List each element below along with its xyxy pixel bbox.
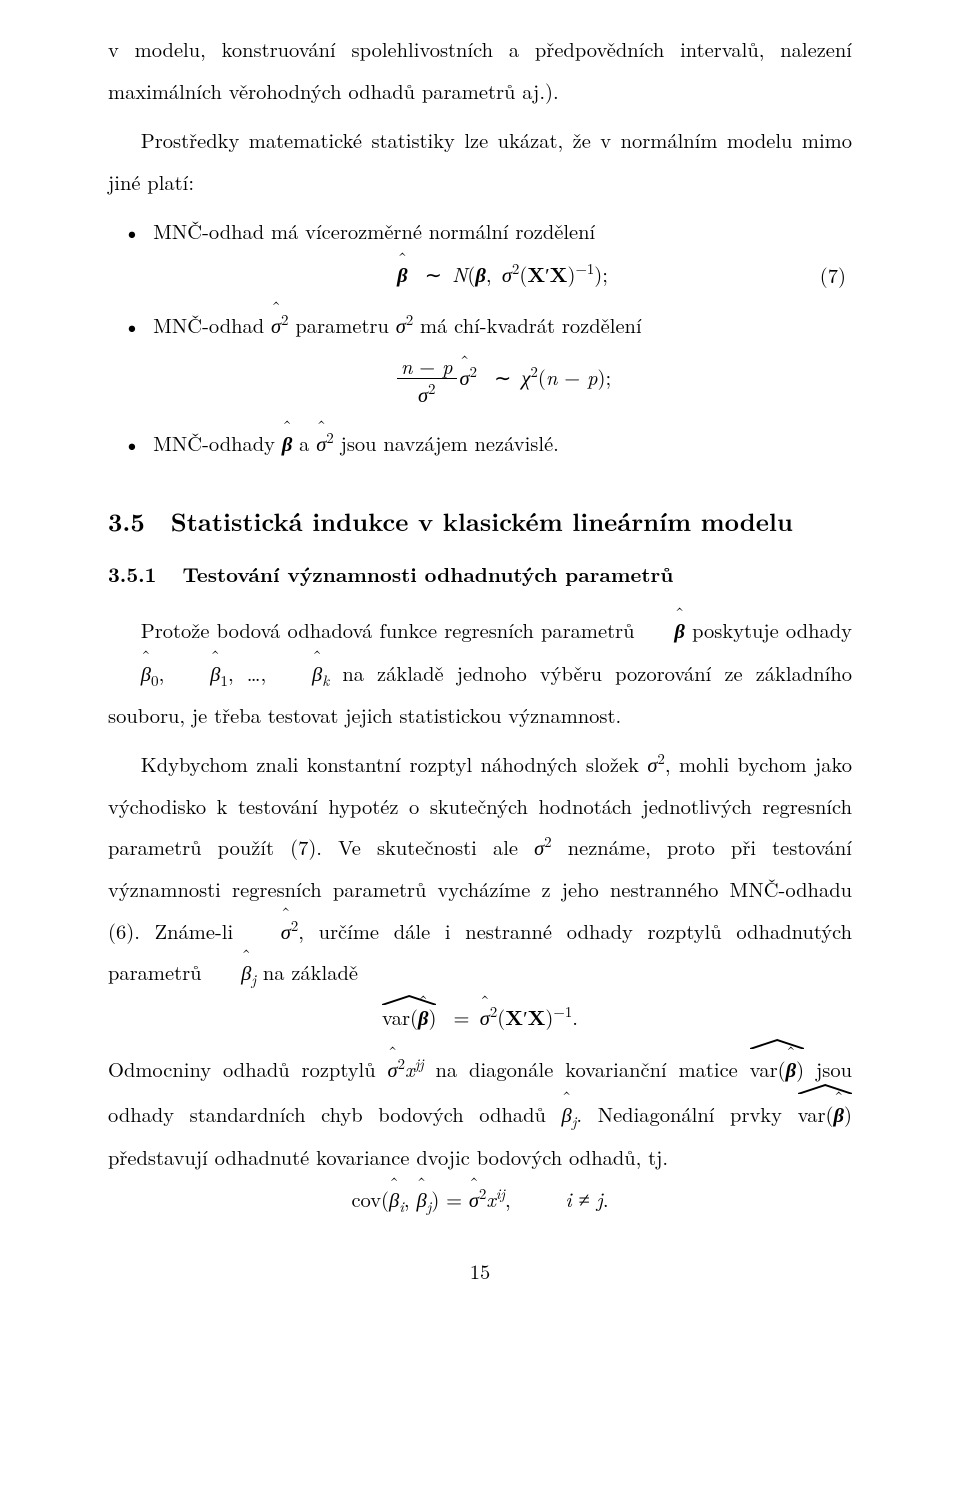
list-item-3: MNČ-odhady β a σ2 jsou navzájem nezávisl… <box>153 422 852 465</box>
section-heading: 3.5 Statistická indukce v klasickém line… <box>108 497 852 548</box>
subsection-number: 3.5.1 <box>108 554 156 596</box>
section-title: Statistická indukce v klasickém lineární… <box>171 497 793 548</box>
assertions-list: MNČ-odhad má vícerozměrné normální rozdě… <box>108 210 852 465</box>
p1-text-b: poskytuje odhady <box>685 615 852 644</box>
p3-text-b: na diagonále kovarianční matice <box>424 1054 750 1083</box>
page-number: 15 <box>108 1256 852 1285</box>
p2-text-a: Kdybychom znali konstantní rozptyl náhod… <box>141 749 648 778</box>
paragraph-1: Protože bodová odhadová funkce regresníc… <box>108 609 852 735</box>
section-number: 3.5 <box>108 497 145 548</box>
item-2-lead: MNČ-odhad <box>153 310 271 339</box>
item-2-tail: má chí-kvadrát rozdělení <box>413 310 641 339</box>
paragraph-2: Kdybychom znali konstantní rozptyl náhod… <box>108 743 852 993</box>
p2-text-e: na základě <box>256 957 358 986</box>
p3-text-d: . Nediagonální prvky <box>576 1099 797 1128</box>
intro-paragraph-1: v modelu, konstruování spolehlivostních … <box>108 28 852 111</box>
equation-cov: cov(βi, βj) = σ2xij, i ≠ j. <box>108 1187 852 1212</box>
subsection-heading: 3.5.1 Testování významnosti odhadnutých … <box>108 554 852 596</box>
equation-7: β ∼ N(β, σ2(X′X)−1); (7) <box>153 262 852 288</box>
paragraph-3: Odmocniny odhadů rozptylů σ2xjj na diago… <box>108 1046 852 1177</box>
list-item-2: MNČ-odhad σ2 parametru σ2 má chí-kvadrát… <box>153 304 852 407</box>
p3-text-a: Odmocniny odhadů rozptylů <box>108 1054 388 1083</box>
equation-7-number: (7) <box>820 263 846 288</box>
item-1-text: MNČ-odhad má vícerozměrné normální rozdě… <box>153 216 595 245</box>
item-3-mid: a <box>292 428 316 457</box>
equation-chi2: n − p σ2 σ2 ∼ χ2(n − p); <box>153 355 852 406</box>
item-3-tail: jsou navzájem nezávislé. <box>334 428 559 457</box>
subsection-title: Testování významnosti odhadnutých parame… <box>182 554 673 596</box>
intro-paragraph-2: Prostředky matematické statistiky lze uk… <box>108 119 852 202</box>
p3-text-e: představují odhadnuté kovariance dvojic … <box>108 1142 668 1171</box>
equation-var: var(β) = σ2(X′X)−1. <box>108 1003 852 1031</box>
item-3-lead: MNČ-odhady <box>153 428 282 457</box>
list-item-1: MNČ-odhad má vícerozměrné normální rozdě… <box>153 210 852 287</box>
item-2-mid: parametru <box>289 310 396 339</box>
